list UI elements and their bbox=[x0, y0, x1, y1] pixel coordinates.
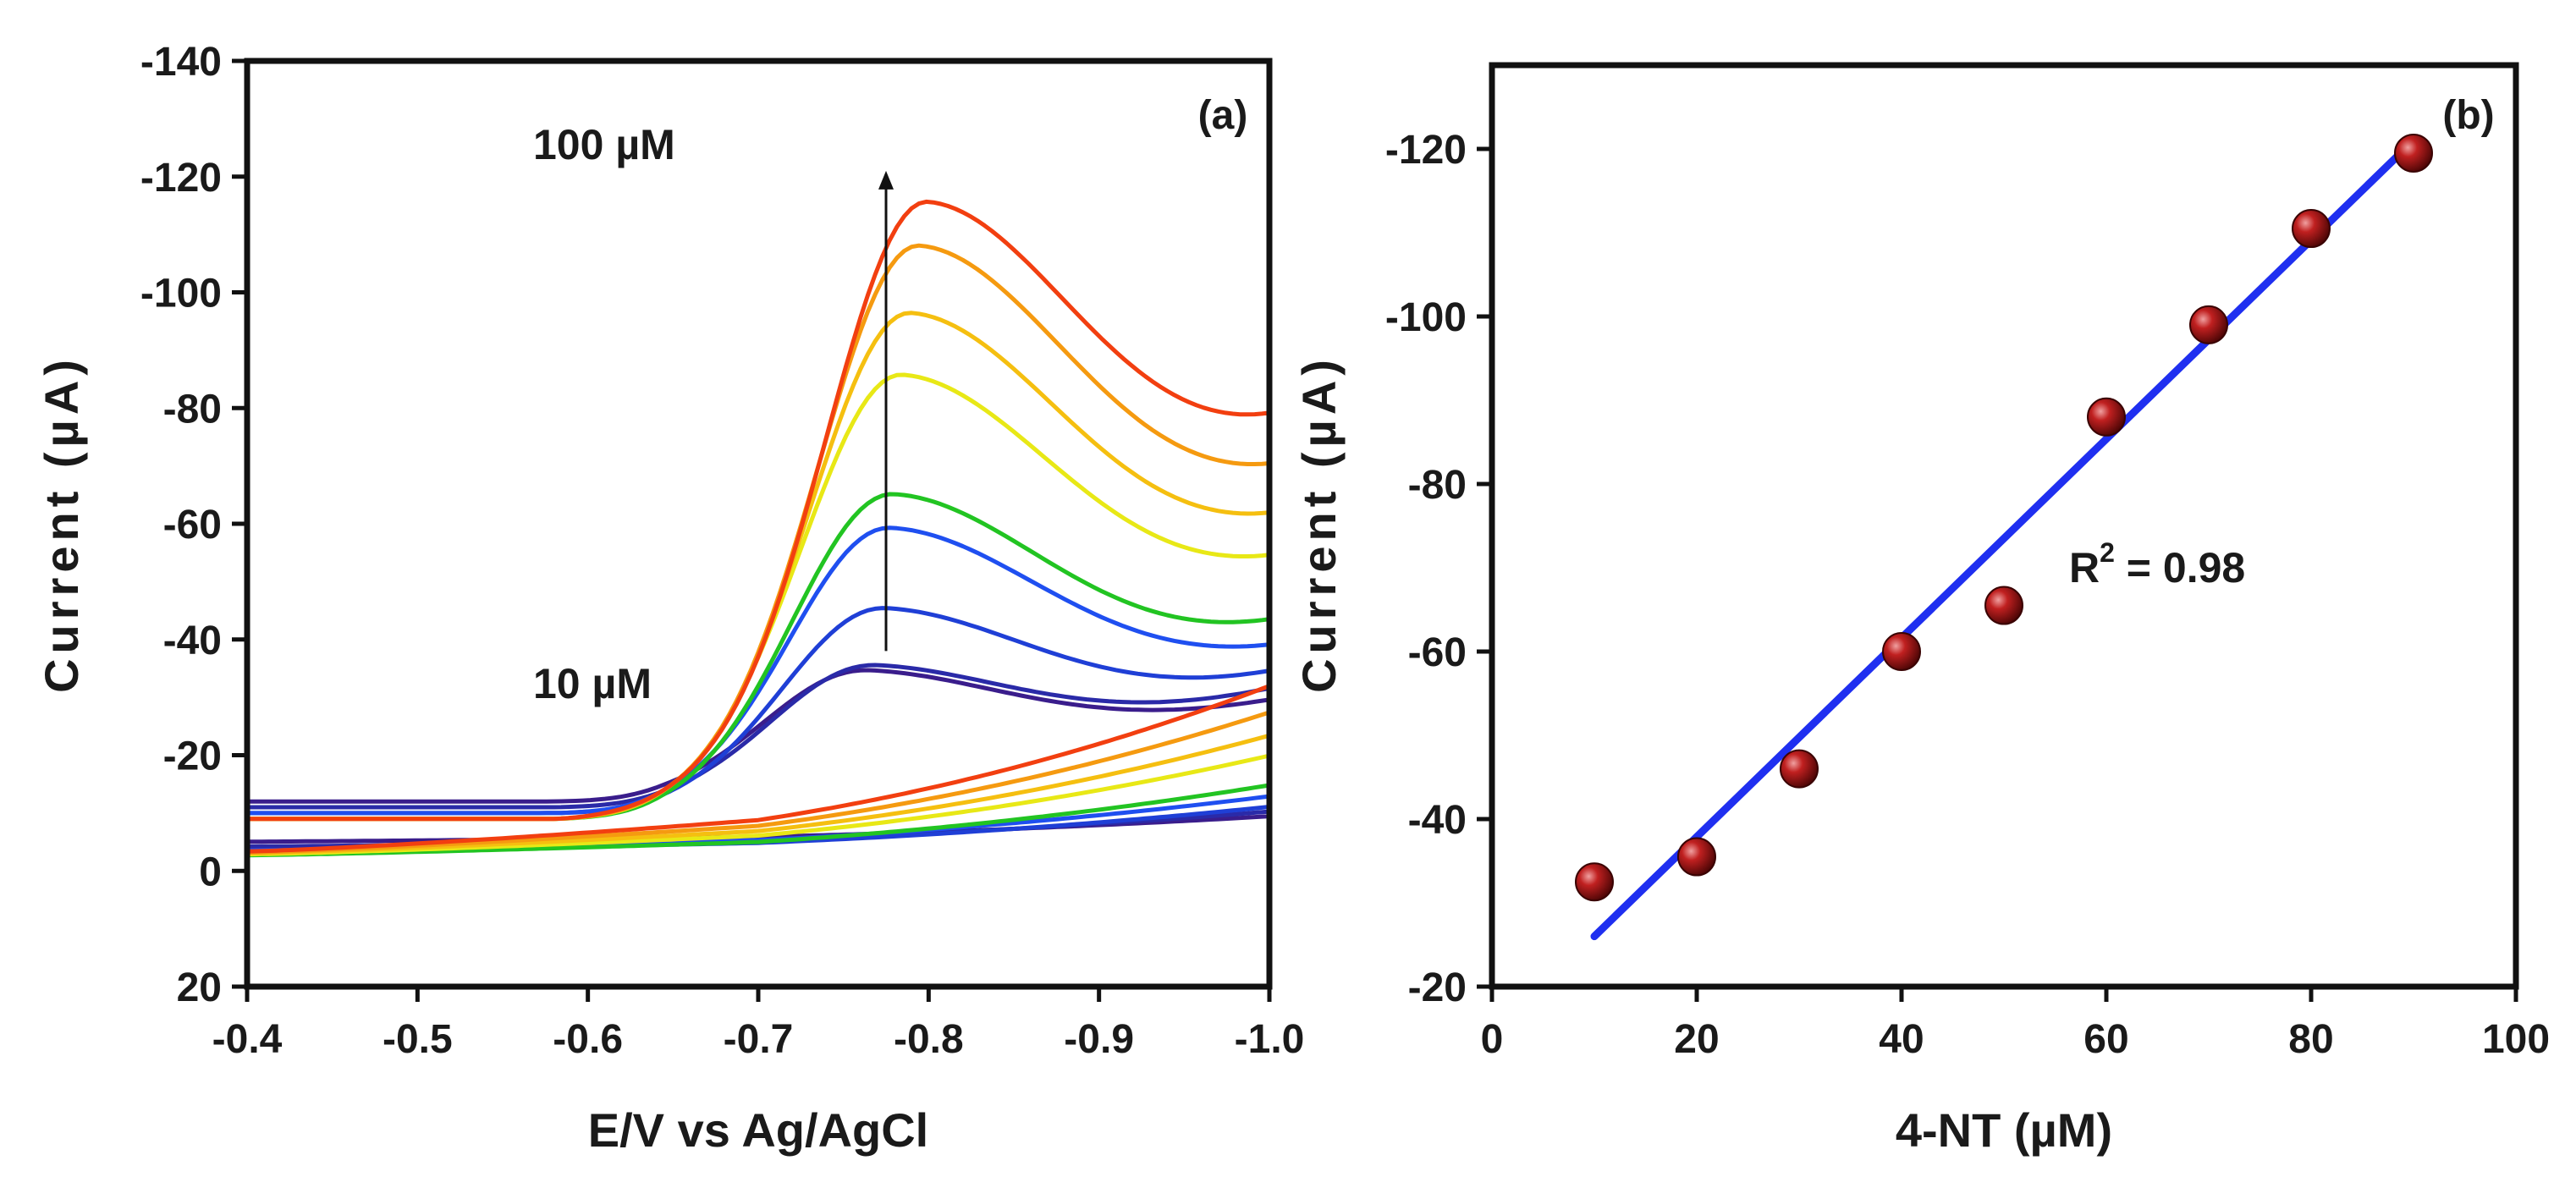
panel-b-fit-line bbox=[1590, 136, 2418, 941]
panel-a-curves bbox=[246, 199, 1272, 858]
panel-a-y-axis-title: Current (µA) bbox=[35, 355, 88, 693]
linear-fit-line bbox=[1590, 136, 2418, 941]
cv-curve bbox=[246, 243, 1272, 855]
panel-b-x-axis-title: 4-NT (µM) bbox=[1896, 1103, 2112, 1157]
panel-b-label: (b) bbox=[2442, 93, 2494, 138]
x-tick-label: -0.8 bbox=[894, 1017, 964, 1062]
panel-a-label: (a) bbox=[1198, 93, 1248, 138]
y-tick-label: 0 bbox=[199, 850, 222, 894]
x-tick-label: 20 bbox=[1674, 1017, 1719, 1062]
data-point bbox=[2394, 133, 2433, 173]
data-point bbox=[1882, 632, 1921, 671]
x-tick-label: -1.0 bbox=[1235, 1017, 1305, 1062]
x-tick-label: 80 bbox=[2288, 1017, 2333, 1062]
cv-curve bbox=[246, 372, 1272, 857]
data-point bbox=[2189, 305, 2228, 344]
x-tick-label: -0.4 bbox=[212, 1017, 283, 1062]
panel-a-x-ticks: -0.4 -0.5 -0.6 -0.7 -0.8 -0.9 -1.0 bbox=[212, 987, 1305, 1062]
r-squared-annotation: R2 = 0.98 bbox=[2069, 537, 2245, 591]
x-tick-label: 100 bbox=[2482, 1017, 2550, 1062]
y-tick-label: -100 bbox=[140, 272, 222, 316]
y-tick-label: -40 bbox=[163, 619, 222, 663]
panel-b-frame bbox=[1489, 62, 2519, 990]
y-tick-label: -120 bbox=[1385, 128, 1467, 173]
annotation-10-um: 10 µM bbox=[533, 660, 652, 707]
concentration-arrow bbox=[878, 170, 894, 652]
y-tick-label: -40 bbox=[1408, 798, 1467, 843]
panel-b-y-ticks: -20 -40 -60 -80 -100 -120 bbox=[1385, 128, 1492, 1010]
x-tick-label: 40 bbox=[1879, 1017, 1924, 1062]
data-point bbox=[1984, 586, 2023, 625]
y-tick-label: 20 bbox=[177, 965, 222, 1010]
y-tick-label: -20 bbox=[163, 734, 222, 779]
cv-curve bbox=[246, 311, 1272, 855]
panel-a-x-axis-title: E/V vs Ag/AgCl bbox=[588, 1103, 928, 1157]
x-tick-label: -0.7 bbox=[724, 1017, 794, 1062]
y-tick-label: -120 bbox=[140, 156, 222, 201]
y-tick-label: -80 bbox=[1408, 463, 1467, 508]
x-tick-label: -0.9 bbox=[1064, 1017, 1134, 1062]
y-tick-label: -100 bbox=[1385, 295, 1467, 340]
panel-b-x-ticks: 0 20 40 60 80 100 bbox=[1481, 987, 2550, 1062]
x-tick-label: -0.6 bbox=[553, 1017, 623, 1062]
data-point bbox=[1575, 862, 1614, 902]
panel-b-points bbox=[1575, 133, 2433, 902]
arrow-head bbox=[878, 170, 894, 190]
annotation-100-um: 100 µM bbox=[533, 121, 675, 168]
panel-b-chart: 0 20 40 60 80 100 -20 -40 -60 -80 -100 -120 4-NT (… bbox=[1292, 62, 2550, 1157]
panel-a-y-ticks: 20 0 -20 -40 -60 -80 -100 -120 -140 bbox=[140, 40, 247, 1010]
y-tick-label: -140 bbox=[140, 40, 222, 85]
panel-a-chart: -0.4 -0.5 -0.6 -0.7 -0.8 -0.9 -1.0 20 0 -20 -40 -6… bbox=[35, 40, 1304, 1157]
y-tick-label: -80 bbox=[163, 387, 222, 432]
data-point bbox=[2087, 397, 2126, 437]
x-tick-label: 0 bbox=[1481, 1017, 1504, 1062]
x-tick-label: -0.5 bbox=[383, 1017, 453, 1062]
data-point bbox=[1677, 837, 1716, 877]
y-tick-label: -60 bbox=[1408, 630, 1467, 675]
x-tick-label: 60 bbox=[2083, 1017, 2128, 1062]
panel-b-y-axis-title: Current (µA) bbox=[1292, 355, 1346, 693]
y-tick-label: -60 bbox=[163, 503, 222, 547]
data-point bbox=[1780, 749, 1819, 789]
data-point bbox=[2292, 209, 2331, 249]
y-tick-label: -20 bbox=[1408, 965, 1467, 1010]
cv-curve bbox=[246, 199, 1272, 854]
